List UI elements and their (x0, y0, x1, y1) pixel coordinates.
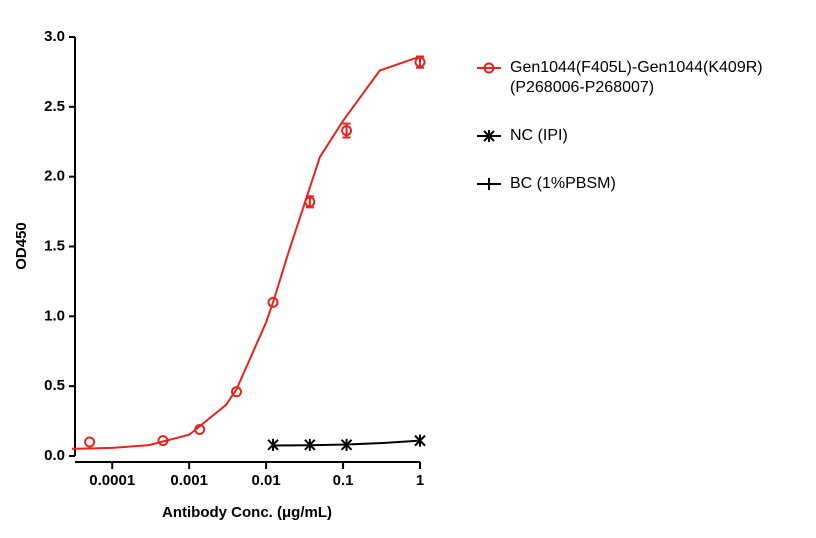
marker (267, 296, 279, 308)
marker (84, 436, 96, 448)
marker (304, 196, 316, 208)
y-tick-label: 0.0 (44, 447, 65, 464)
legend-entry: NC (IPI) (476, 126, 763, 146)
marker-circle (341, 125, 353, 137)
marker-circle (230, 386, 242, 398)
legend-label: BC (1%PBSM) (510, 175, 616, 192)
marker-star (483, 130, 495, 142)
marker (414, 56, 426, 68)
marker-star (304, 438, 316, 451)
legend-swatch (477, 178, 501, 190)
marker (157, 435, 169, 447)
marker-circle (84, 436, 96, 448)
y-axis-title: OD450 (13, 222, 30, 270)
legend-swatch (477, 62, 501, 74)
x-tick-label: 1 (416, 472, 424, 489)
legend-label: Gen1044(F405L)-Gen1044(K409R) (P268006-P… (510, 59, 763, 96)
marker (341, 125, 353, 137)
marker-star (267, 438, 279, 451)
marker-circle (483, 62, 495, 74)
marker-star (414, 434, 426, 447)
marker-circle (267, 296, 279, 308)
marker-plus (483, 178, 495, 190)
marker (483, 62, 495, 74)
marker (230, 386, 242, 398)
legend-swatch (477, 130, 501, 142)
marker (304, 438, 316, 451)
marker-circle (194, 423, 206, 435)
y-tick-label: 0.5 (44, 377, 65, 394)
fit-curve (71, 55, 421, 450)
marker-circle (414, 56, 426, 68)
legend-entry: Gen1044(F405L)-Gen1044(K409R) (P268006-P… (476, 58, 763, 98)
marker (194, 423, 206, 435)
y-tick-label: 2.5 (44, 98, 65, 115)
marker (483, 178, 495, 190)
marker-circle (304, 196, 316, 208)
x-tick-label: 0.001 (170, 472, 208, 489)
legend-label: NC (IPI) (510, 127, 568, 144)
x-tick-label: 0.1 (333, 472, 354, 489)
marker (340, 438, 353, 451)
y-tick-label: 1.0 (44, 307, 65, 324)
y-tick-label: 3.0 (44, 28, 65, 45)
marker (267, 438, 279, 451)
marker-circle (157, 435, 169, 447)
marker (414, 434, 426, 447)
x-axis-title: Antibody Conc. (μg/mL) (162, 504, 332, 521)
x-tick-label: 0.0001 (89, 472, 135, 489)
legend: Gen1044(F405L)-Gen1044(K409R) (P268006-P… (476, 58, 763, 222)
marker (483, 130, 495, 142)
marker-star (340, 438, 353, 451)
y-tick-label: 2.0 (44, 168, 65, 185)
y-tick-label: 1.5 (44, 237, 65, 254)
x-tick-label: 0.01 (252, 472, 281, 489)
legend-entry: BC (1%PBSM) (476, 174, 763, 194)
